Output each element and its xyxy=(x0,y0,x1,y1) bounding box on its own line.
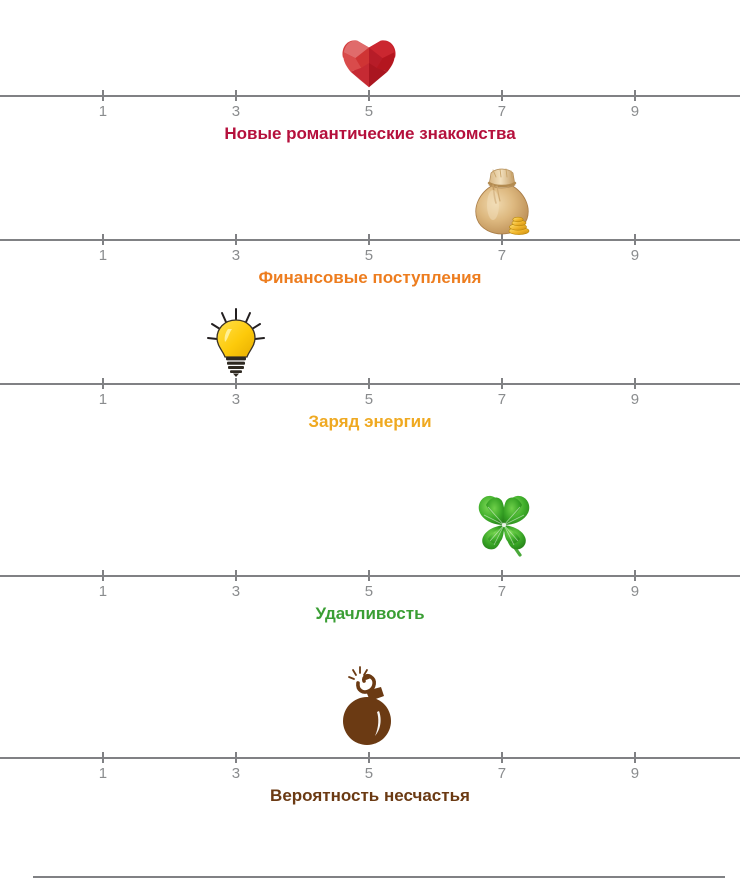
tick-label: 1 xyxy=(98,391,108,408)
marker-finance[interactable] xyxy=(464,167,540,237)
scale-title-misfortune: Вероятность несчастья xyxy=(270,786,470,805)
tick-label: 5 xyxy=(364,247,374,264)
tick-mark xyxy=(501,378,503,389)
tick-mark xyxy=(634,752,636,763)
tick-label: 1 xyxy=(98,765,108,782)
scale-title-romance: Новые романтические знакомства xyxy=(224,124,516,143)
tick-label: 7 xyxy=(497,391,507,408)
tick-label: 7 xyxy=(497,765,507,782)
tick-label: 9 xyxy=(630,247,640,264)
tick-mark xyxy=(235,90,237,101)
tick-label: 5 xyxy=(364,583,374,600)
tick-mark xyxy=(235,752,237,763)
axis-line-romance xyxy=(0,95,740,97)
marker-energy[interactable] xyxy=(198,307,274,381)
tick-label: 7 xyxy=(497,103,507,120)
tick-mark xyxy=(102,90,104,101)
tick-label: 9 xyxy=(630,583,640,600)
marker-luck[interactable] xyxy=(464,481,540,573)
tick-label: 9 xyxy=(630,103,640,120)
tick-label: 9 xyxy=(630,765,640,782)
tick-mark xyxy=(368,234,370,245)
tick-label: 1 xyxy=(98,583,108,600)
marker-misfortune[interactable] xyxy=(331,663,407,755)
tick-label: 3 xyxy=(231,765,241,782)
tick-mark xyxy=(368,90,370,101)
tick-label: 1 xyxy=(98,247,108,264)
tick-mark xyxy=(102,752,104,763)
axis-line-misfortune xyxy=(0,757,740,759)
tick-mark xyxy=(368,752,370,763)
tick-label: 1 xyxy=(98,103,108,120)
marker-romance[interactable] xyxy=(331,31,407,93)
tick-mark xyxy=(501,234,503,245)
tick-mark xyxy=(634,90,636,101)
tick-mark xyxy=(501,90,503,101)
tick-mark xyxy=(102,234,104,245)
scale-title-finance: Финансовые поступления xyxy=(258,268,482,287)
axis-line-energy xyxy=(0,383,740,385)
axis-line-luck xyxy=(0,575,740,577)
bomb-icon xyxy=(331,663,407,755)
scale-title-luck: Удачливость xyxy=(315,604,425,623)
axis-line-finance xyxy=(0,239,740,241)
tick-label: 3 xyxy=(231,103,241,120)
heart-icon xyxy=(331,31,407,93)
tick-label: 3 xyxy=(231,247,241,264)
tick-mark xyxy=(102,570,104,581)
tick-mark xyxy=(368,378,370,389)
tick-mark xyxy=(501,570,503,581)
tick-label: 5 xyxy=(364,391,374,408)
lightbulb-icon xyxy=(198,307,274,381)
tick-mark xyxy=(634,378,636,389)
bottom-axis-rule xyxy=(33,876,725,878)
tick-mark xyxy=(235,570,237,581)
scale-title-energy: Заряд энергии xyxy=(308,412,432,431)
tick-label: 3 xyxy=(231,583,241,600)
tick-label: 9 xyxy=(630,391,640,408)
four-leaf-clover-icon xyxy=(464,481,540,573)
tick-mark xyxy=(634,234,636,245)
tick-mark xyxy=(235,378,237,389)
tick-label: 7 xyxy=(497,583,507,600)
tick-label: 5 xyxy=(364,103,374,120)
money-bag-icon xyxy=(464,167,540,237)
tick-label: 3 xyxy=(231,391,241,408)
tick-mark xyxy=(501,752,503,763)
tick-mark xyxy=(368,570,370,581)
tick-mark xyxy=(102,378,104,389)
tick-label: 7 xyxy=(497,247,507,264)
tick-mark xyxy=(634,570,636,581)
tick-label: 5 xyxy=(364,765,374,782)
tick-mark xyxy=(235,234,237,245)
